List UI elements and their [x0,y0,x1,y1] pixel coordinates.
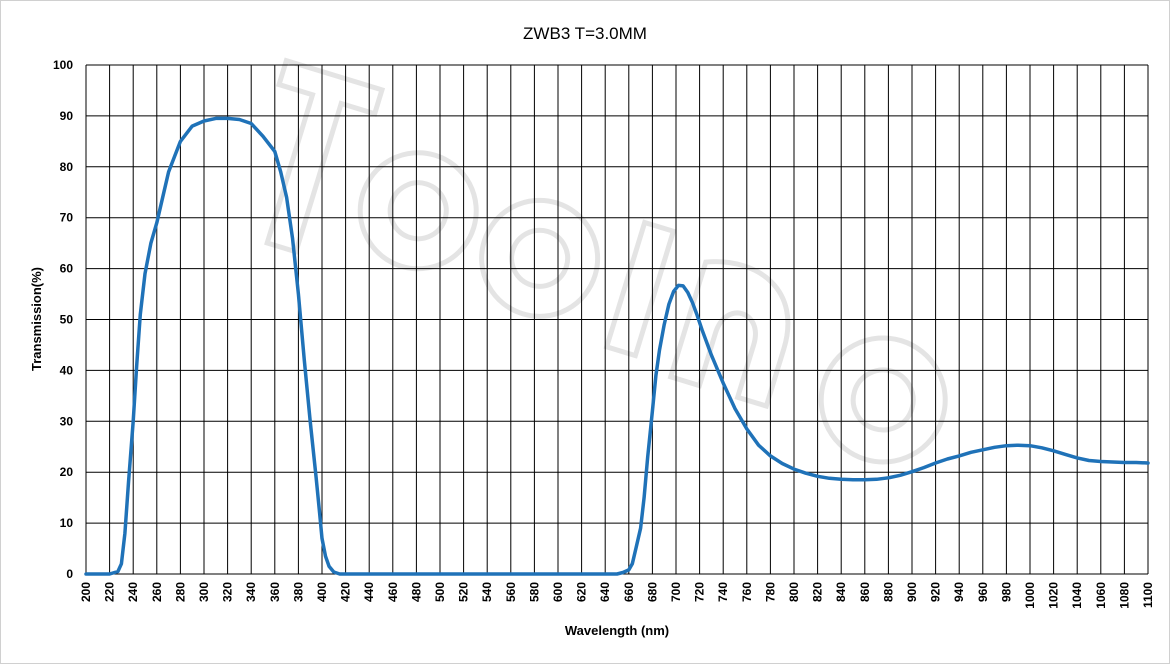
y-tick-label: 30 [60,414,74,428]
x-tick-label: 360 [268,582,282,602]
x-tick-label: 960 [976,582,990,602]
x-tick-label: 200 [79,582,93,602]
y-tick-label: 10 [60,516,74,530]
x-tick-label: 400 [315,582,329,602]
x-tick-label: 280 [173,582,187,602]
x-tick-label: 240 [126,582,140,602]
x-tick-label: 300 [197,582,211,602]
x-tick-label: 700 [669,582,683,602]
y-tick-label: 0 [66,567,73,581]
x-tick-label: 840 [834,582,848,602]
x-tick-label: 1060 [1094,582,1108,609]
x-tick-label: 1040 [1070,582,1084,609]
x-tick-label: 1020 [1047,582,1061,609]
y-tick-label: 70 [60,211,74,225]
x-tick-label: 220 [103,582,117,602]
x-tick-label: 320 [221,582,235,602]
x-tick-label: 880 [881,582,895,602]
y-tick-label: 100 [53,58,73,72]
x-tick-label: 440 [362,582,376,602]
x-tick-label: 260 [150,582,164,602]
x-tick-label: 940 [952,582,966,602]
x-tick-label: 900 [905,582,919,602]
grid-lines [85,64,1149,575]
x-tick-label: 860 [858,582,872,602]
x-tick-label: 1080 [1117,582,1131,609]
x-tick-label: 480 [409,582,423,602]
y-tick-label: 60 [60,262,74,276]
y-tick-label: 50 [60,313,74,327]
x-tick-label: 980 [999,582,1013,602]
y-axis-label: Transmission(%) [29,267,44,371]
y-tick-label: 80 [60,160,74,174]
x-tick-label: 520 [457,582,471,602]
x-tick-label: 380 [291,582,305,602]
x-tick-label: 720 [693,582,707,602]
y-tick-labels: 0 10 20 30 40 50 60 70 80 90 100 [53,58,73,581]
x-tick-label: 680 [645,582,659,602]
x-tick-label: 580 [527,582,541,602]
x-tick-label: 920 [929,582,943,602]
y-tick-label: 20 [60,465,74,479]
x-tick-label: 600 [551,582,565,602]
series-group [84,116,1150,576]
x-tick-label: 500 [433,582,447,602]
x-tick-label: 740 [716,582,730,602]
y-tick-label: 40 [60,363,74,377]
x-tick-label: 620 [575,582,589,602]
x-tick-label: 640 [598,582,612,602]
x-tick-label: 780 [763,582,777,602]
x-tick-label: 760 [740,582,754,602]
x-tick-label: 820 [811,582,825,602]
x-axis-label: Wavelength (nm) [565,623,669,638]
x-tick-label: 800 [787,582,801,602]
x-tick-label: 540 [480,582,494,602]
x-tick-label: 560 [504,582,518,602]
x-tick-labels: 200 220 240 260 280 300 320 340 360 380 400 420 440 4… [79,582,1155,609]
y-tick-label: 90 [60,109,74,123]
chart-title: ZWB3 T=3.0MM [523,24,647,43]
transmission-series-line [84,116,1150,576]
x-tick-label: 460 [386,582,400,602]
x-tick-label: 1100 [1141,582,1155,608]
x-tick-label: 1000 [1023,582,1037,609]
x-tick-label: 340 [244,582,258,602]
x-tick-label: 660 [622,582,636,602]
x-tick-label: 420 [339,582,353,602]
